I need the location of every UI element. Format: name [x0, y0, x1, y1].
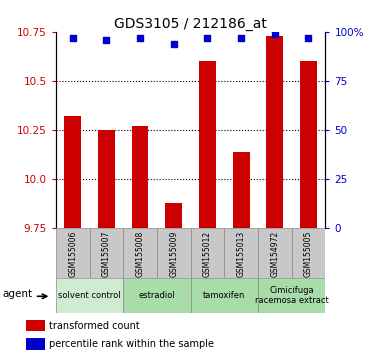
Bar [266, 36, 283, 228]
Text: GSM155009: GSM155009 [169, 231, 178, 277]
Point [305, 35, 311, 41]
Text: solvent control: solvent control [58, 291, 121, 300]
Bar [132, 126, 149, 228]
Text: GSM155005: GSM155005 [304, 231, 313, 277]
Bar [258, 278, 325, 313]
Bar [26, 320, 45, 331]
Text: tamoxifen: tamoxifen [203, 291, 246, 300]
Point [204, 35, 211, 41]
Point [272, 31, 278, 37]
Text: GSM155008: GSM155008 [136, 231, 144, 277]
Bar [157, 228, 191, 278]
Bar [56, 228, 89, 278]
Text: Cimicifuga
racemosa extract: Cimicifuga racemosa extract [255, 286, 328, 305]
Bar [26, 338, 45, 350]
Bar [56, 278, 123, 313]
Bar [98, 130, 115, 228]
Bar [123, 278, 191, 313]
Title: GDS3105 / 212186_at: GDS3105 / 212186_at [114, 17, 267, 31]
Bar [224, 228, 258, 278]
Point [238, 35, 244, 41]
Text: transformed count: transformed count [49, 321, 139, 331]
Point [70, 35, 76, 41]
Bar [191, 278, 258, 313]
Text: GSM154972: GSM154972 [270, 231, 279, 277]
Bar [199, 61, 216, 228]
Text: GSM155013: GSM155013 [237, 231, 246, 277]
Text: GSM155006: GSM155006 [68, 231, 77, 277]
Point [137, 35, 143, 41]
Bar [89, 228, 123, 278]
Text: agent: agent [3, 289, 33, 299]
Bar [258, 228, 292, 278]
Text: percentile rank within the sample: percentile rank within the sample [49, 339, 214, 349]
Bar [292, 228, 325, 278]
Bar [300, 61, 317, 228]
Text: GSM155012: GSM155012 [203, 231, 212, 277]
Text: estradiol: estradiol [139, 291, 175, 300]
Bar [123, 228, 157, 278]
Bar [165, 203, 182, 228]
Bar [64, 116, 81, 228]
Point [171, 41, 177, 46]
Point [103, 37, 109, 42]
Bar [191, 228, 224, 278]
Text: GSM155007: GSM155007 [102, 231, 111, 277]
Bar [233, 152, 249, 228]
